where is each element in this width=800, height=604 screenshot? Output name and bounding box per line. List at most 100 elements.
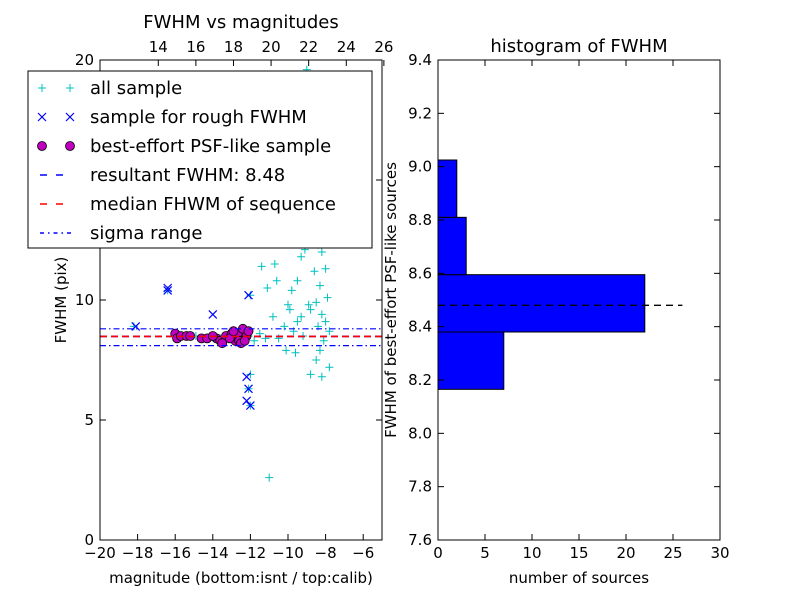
scatter-point [317,248,326,256]
scatter-y-tick-label: 0 [84,531,94,549]
scatter-point [321,317,330,326]
scatter-legend: all sample sample for rough FWHM best-effo… [27,70,373,249]
histogram-x-ticks: 0 5 10 15 20 25 30 [433,60,730,562]
scatter-point [282,346,291,355]
scatter-point [163,283,173,293]
legend-label: sample for rough FWHM [90,107,307,128]
scatter-point [325,327,334,336]
scatter-x-tick-label: −14 [197,544,229,562]
scatter-point [250,336,259,345]
histogram-y-tick-label: 8.4 [408,318,432,336]
scatter-point [242,372,252,382]
scatter-point [312,356,321,364]
scatter-point [297,312,306,321]
scatter-point [315,281,324,290]
scatter-top-ticks: 14 16 18 20 22 24 26 [149,38,393,66]
scatter-x-tick-label: −12 [235,544,267,562]
histogram-y-tick-label: 7.8 [408,478,432,496]
histogram-bar [437,216,467,276]
scatter-x-tick-label: −16 [159,544,191,562]
histogram-y-ticks: 7.6 7.8 8.0 8.2 8.4 8.6 8.8 9.0 9.2 9.4 [408,51,720,549]
scatter-point [244,290,253,300]
scatter-point [270,260,279,268]
legend-entry: resultant FWHM: 8.48 [40,165,285,186]
histogram-bar [437,274,646,333]
scatter-point [293,317,302,326]
histogram-bar [437,331,505,390]
histogram-x-label: number of sources [509,569,649,587]
scatter-point [306,305,315,314]
scatter-point [242,396,252,406]
legend-label: median FHWM of sequence [90,194,336,215]
scatter-point [265,473,274,482]
legend-marker [37,141,47,151]
scatter-point [257,262,266,271]
scatter-point [291,348,300,357]
scatter-y-label: FWHM (pix) [52,257,70,344]
histogram-x-tick-label: 15 [569,544,588,562]
scatter-title: FWHM vs magnitudes [143,12,338,33]
histogram-y-tick-label: 9.4 [408,51,432,69]
legend-entry: median FHWM of sequence [40,194,336,215]
legend-label: sigma range [90,223,202,244]
legend-entry: all sample [38,78,182,99]
scatter-point [306,370,315,379]
histogram-x-tick-label: 0 [433,544,443,562]
legend-entry: best-effort PSF-like sample [37,136,331,157]
histogram-y-tick-label: 9.0 [408,158,432,176]
legend-entry: sigma range [40,223,202,244]
scatter-point [293,276,302,285]
scatter-point [323,293,332,302]
scatter-top-tick-label: 26 [374,38,393,56]
scatter-y-tick-label: 10 [75,291,94,309]
scatter-top-tick-label: 22 [299,38,318,56]
scatter-y-tick-label: 20 [75,51,94,69]
legend-box [27,70,373,249]
histogram-chart: 0 5 10 15 20 25 30 7.6 7.8 8.0 8.2 8.4 8.6 8.8 9.0 9.2… [382,36,730,587]
legend-label: best-effort PSF-like sample [90,136,331,157]
scatter-series-2 [170,323,254,349]
scatter-point [246,370,255,379]
scatter-point [280,322,289,331]
legend-marker [65,141,75,151]
scatter-point [317,310,326,319]
scatter-top-tick-label: 20 [262,38,281,56]
scatter-top-tick-label: 14 [149,38,168,56]
scatter-top-tick-label: 24 [337,38,356,56]
histogram-y-label: FWHM of best-effort PSF-like sources [382,162,400,438]
legend-marker [65,112,75,122]
legend-label: resultant FWHM: 8.48 [90,165,285,186]
scatter-x-ticks: −20 −18 −16 −14 −12 −10 −8 −6 [84,534,374,562]
scatter-top-tick-label: 16 [186,38,205,56]
scatter-x-tick-label: −8 [315,544,337,562]
scatter-y-tick-label: 5 [84,411,94,429]
scatter-series-1 [131,283,255,411]
scatter-point [239,335,250,346]
scatter-point [321,264,330,273]
scatter-top-tick-label: 18 [224,38,243,56]
histogram-x-tick-label: 25 [663,544,682,562]
scatter-point [245,401,255,411]
scatter-hlines-layer [100,328,382,347]
scatter-point [131,321,141,331]
scatter-point [315,346,324,355]
scatter-point [268,312,277,321]
legend-marker [38,84,46,92]
scatter-point [319,336,328,345]
scatter-point [163,285,173,295]
scatter-point [304,300,313,309]
histogram-bar [437,159,458,218]
histogram-x-tick-label: 20 [616,544,635,562]
histogram-y-tick-label: 8.8 [408,211,432,229]
histogram-y-tick-label: 8.6 [408,264,432,282]
scatter-x-tick-label: −6 [352,544,374,562]
histogram-y-tick-label: 8.0 [408,424,432,442]
scatter-point [317,372,326,381]
scatter-point [284,300,292,309]
histogram-x-tick-label: 5 [480,544,490,562]
scatter-point [312,298,321,307]
scatter-point [243,326,254,337]
scatter-x-label: magnitude (bottom:isnt / top:calib) [109,569,373,587]
